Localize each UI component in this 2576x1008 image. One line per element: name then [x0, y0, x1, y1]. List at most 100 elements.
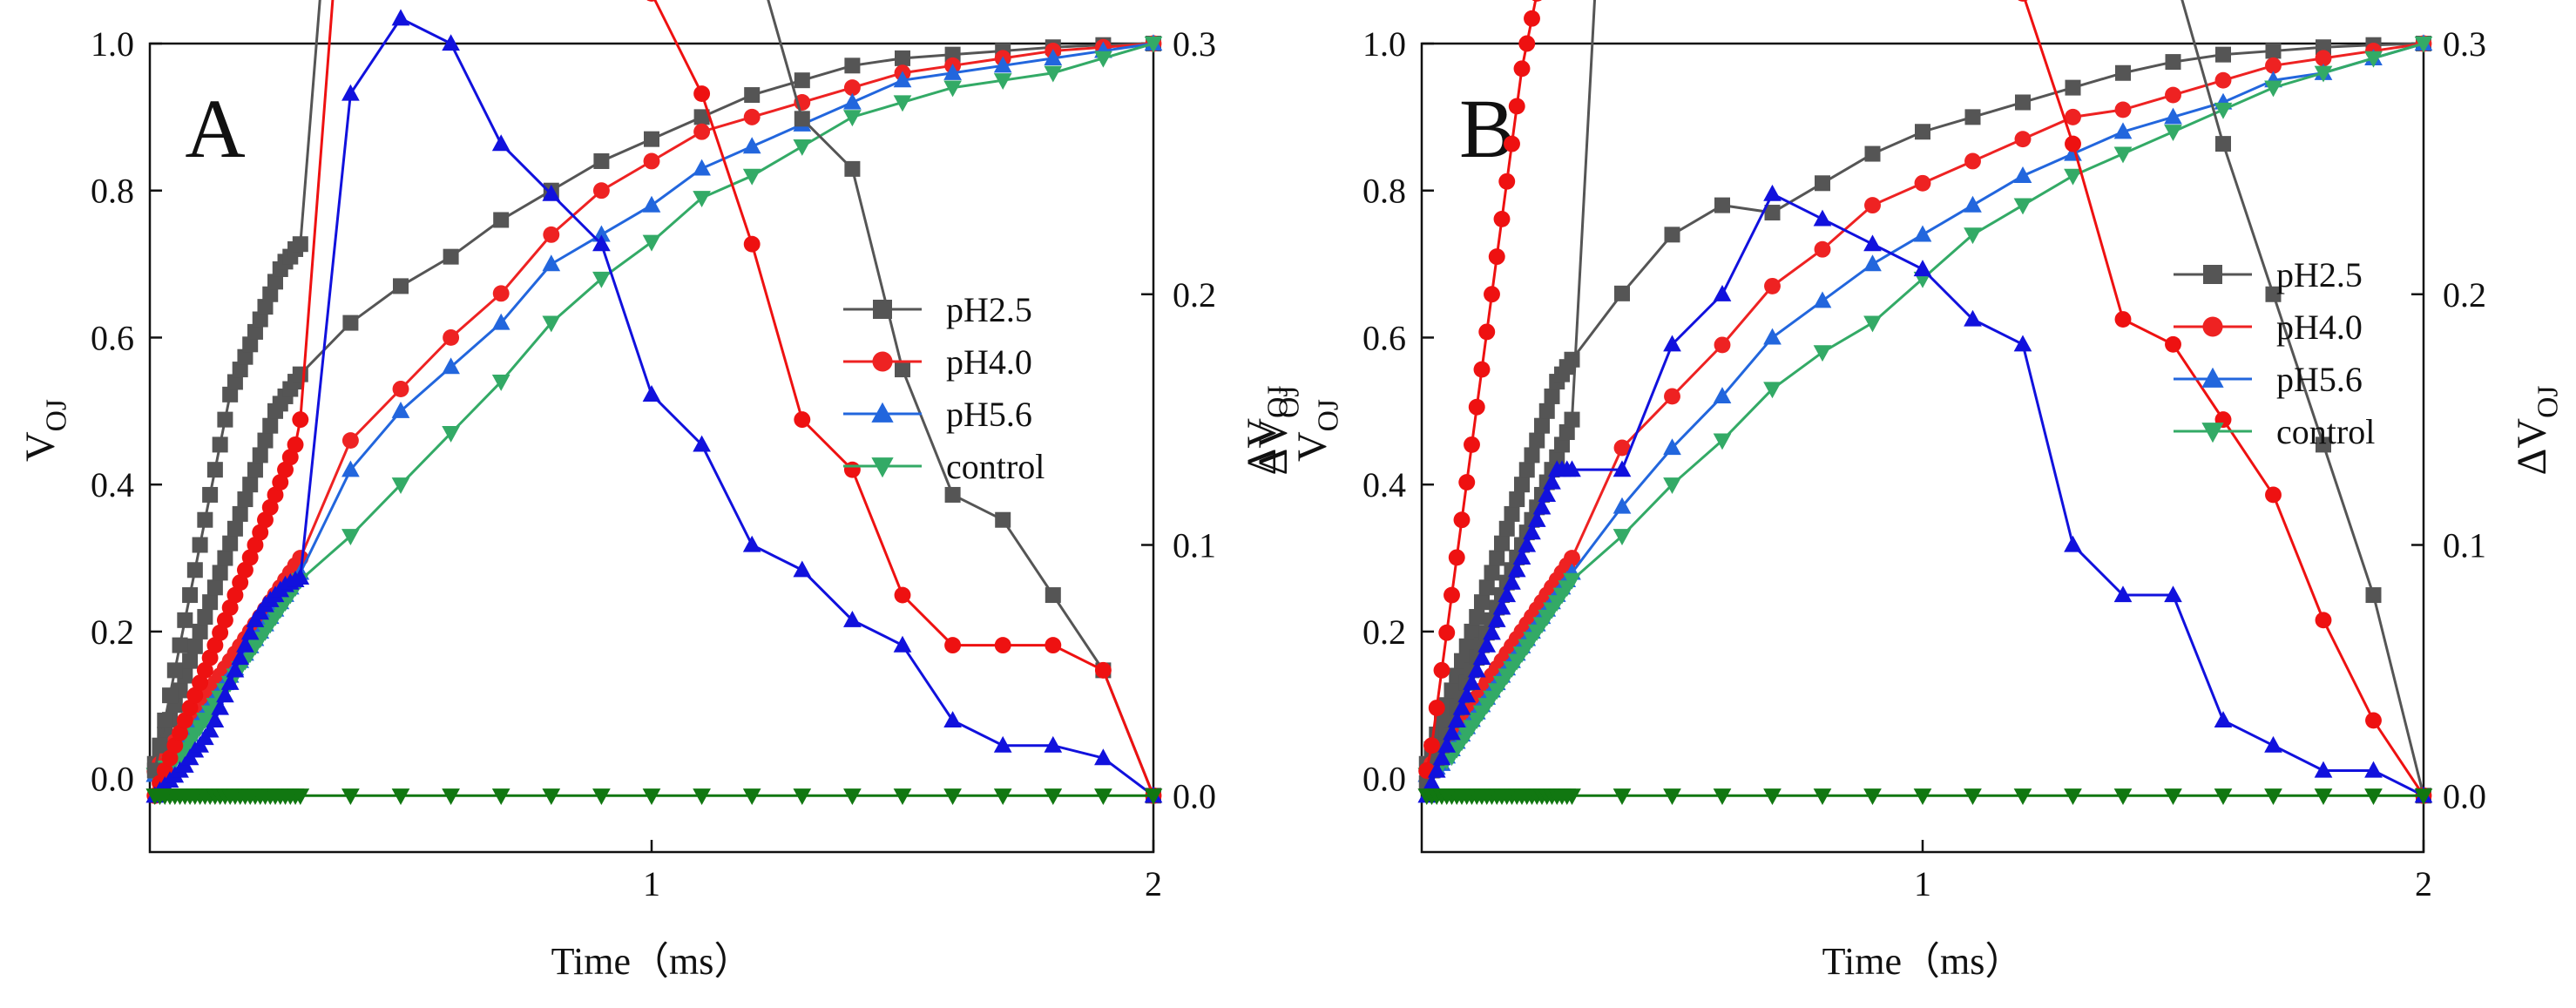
- legend-swatch-marker: [872, 351, 893, 372]
- point-vojs-pH5.6: [893, 71, 912, 88]
- point-vojs-pH5.6: [1713, 387, 1732, 404]
- point-dvoj-pH5.6: [1427, 761, 1446, 778]
- point-vojs-pH4.0: [1664, 388, 1680, 405]
- point-dvoj-pH4.0: [1488, 248, 1505, 266]
- point-vojs-pH2.5: [1915, 124, 1930, 140]
- point-dvoj-pH2.5: [1564, 411, 1580, 428]
- point-dvoj-pH4.0: [192, 674, 209, 692]
- point-dvoj-pH5.6: [1094, 748, 1112, 766]
- point-vojs-pH2.5: [257, 432, 274, 449]
- point-dvoj-pH2.5: [212, 436, 228, 453]
- point-dvoj-pH5.6: [1543, 472, 1561, 490]
- point-vojs-pH4.0: [1914, 174, 1931, 192]
- point-vojs-control: [341, 529, 360, 546]
- y-left-extra-axis-label-sub: OJ: [1273, 386, 1305, 418]
- point-vojs-pH5.6: [1863, 254, 1882, 272]
- point-vojs-pH4.0: [693, 123, 711, 140]
- point-vojs-pH2.5: [493, 212, 510, 228]
- point-dvoj-pH4.0: [1464, 436, 1480, 453]
- point-dvoj-control: [491, 788, 510, 806]
- legend-swatch-marker: [873, 300, 892, 319]
- point-dvoj-pH2.5: [242, 336, 259, 353]
- point-vojs-pH5.6: [491, 313, 510, 330]
- point-vojs-control: [742, 168, 761, 186]
- point-vojs-pH5.6: [542, 254, 561, 272]
- point-dvoj-pH5.6: [1527, 510, 1546, 527]
- point-vojs-control: [1713, 433, 1732, 450]
- point-vojs-pH2.5: [182, 653, 199, 669]
- point-dvoj-control: [1144, 788, 1163, 806]
- point-dvoj-pH4.0: [2315, 612, 2332, 629]
- series-line-vojs-pH4.0: [1425, 42, 2424, 773]
- point-dvoj-pH2.5: [267, 274, 283, 290]
- point-dvoj-pH5.6: [1492, 598, 1511, 615]
- point-dvoj-control: [893, 788, 912, 806]
- point-dvoj-pH4.0: [247, 537, 264, 553]
- legend-swatch-marker: [2201, 367, 2224, 388]
- point-dvoj-control: [1713, 788, 1732, 806]
- point-dvoj-control: [642, 788, 661, 806]
- point-vojs-pH4.0: [492, 285, 510, 302]
- point-dvoj-pH4.0: [257, 511, 274, 529]
- point-vojs-pH4.0: [743, 108, 761, 125]
- point-dvoj-pH5.6: [2113, 585, 2133, 603]
- y-left-axis-label: VOJ: [17, 399, 72, 462]
- point-vojs-pH2.5: [593, 152, 610, 169]
- point-vojs-pH2.5: [1478, 579, 1495, 596]
- point-dvoj-control: [1613, 788, 1632, 806]
- point-vojs-control: [1763, 382, 1782, 399]
- point-dvoj-pH4.0: [221, 599, 239, 616]
- point-dvoj-pH4.0: [693, 85, 711, 103]
- point-dvoj-pH4.0: [1504, 135, 1520, 152]
- point-dvoj-pH4.0: [1473, 361, 1491, 378]
- y-right-tick-label: 0.2: [2443, 275, 2486, 315]
- y-left-axis-label: VOJ: [1289, 399, 1344, 462]
- y-right-axis-label-sub: OJ: [1261, 386, 1294, 418]
- point-vojs-pH2.5: [2015, 94, 2031, 111]
- point-vojs-control: [793, 139, 812, 156]
- point-vojs-pH5.6: [642, 195, 661, 213]
- panel-b: 0.0 0.2 0.4 0.6 0.8 1.0 0.0 0.1 0.2 0.3 1 2 Time（ms）…: [1250, 0, 2564, 983]
- point-vojs-control: [993, 73, 1012, 90]
- point-vojs-pH2.5: [2065, 79, 2081, 96]
- point-dvoj-pH5.6: [220, 673, 240, 690]
- point-vojs-pH2.5: [1538, 403, 1555, 419]
- point-vojs-pH2.5: [1498, 520, 1515, 537]
- point-vojs-pH2.5: [895, 50, 910, 66]
- point-dvoj-control: [2414, 788, 2433, 806]
- point-vojs-pH2.5: [1509, 491, 1525, 508]
- point-vojs-pH4.0: [443, 329, 460, 346]
- point-vojs-pH2.5: [292, 366, 308, 382]
- y-left-tick-label: 1.0: [1362, 24, 1406, 64]
- point-vojs-pH4.0: [1764, 277, 1781, 294]
- point-dvoj-pH4.0: [2065, 135, 2081, 152]
- point-vojs-control: [1044, 65, 1063, 83]
- point-dvoj-pH2.5: [192, 537, 208, 553]
- point-dvoj-pH2.5: [177, 612, 193, 628]
- y-right-axis-label-sub: OJ: [2532, 386, 2564, 418]
- point-vojs-pH2.5: [247, 462, 263, 478]
- point-dvoj-pH5.6: [391, 9, 410, 26]
- point-dvoj-control: [2364, 788, 2383, 806]
- point-dvoj-control: [1044, 788, 1063, 806]
- point-vojs-pH2.5: [693, 109, 710, 125]
- point-dvoj-pH4.0: [181, 700, 199, 716]
- legend: pH2.5 pH4.0 pH5.6 control: [843, 290, 1045, 486]
- point-dvoj-pH5.6: [1532, 497, 1552, 515]
- point-dvoj-pH4.0: [281, 449, 299, 466]
- point-vojs-pH4.0: [2265, 57, 2282, 74]
- point-dvoj-pH4.0: [261, 498, 279, 516]
- legend-label: pH2.5: [2276, 255, 2363, 294]
- legend-label: pH2.5: [946, 290, 1032, 329]
- point-dvoj-pH5.6: [1863, 234, 1882, 252]
- point-dvoj-control: [341, 788, 360, 806]
- point-vojs-pH5.6: [1663, 438, 1681, 456]
- point-vojs-control: [1144, 36, 1163, 53]
- point-dvoj-pH2.5: [1558, 424, 1575, 441]
- point-vojs-pH4.0: [1864, 197, 1881, 214]
- point-dvoj-control: [1813, 788, 1832, 806]
- point-vojs-pH5.6: [2013, 166, 2032, 183]
- point-dvoj-pH4.0: [172, 724, 189, 741]
- point-dvoj-control: [2013, 788, 2032, 806]
